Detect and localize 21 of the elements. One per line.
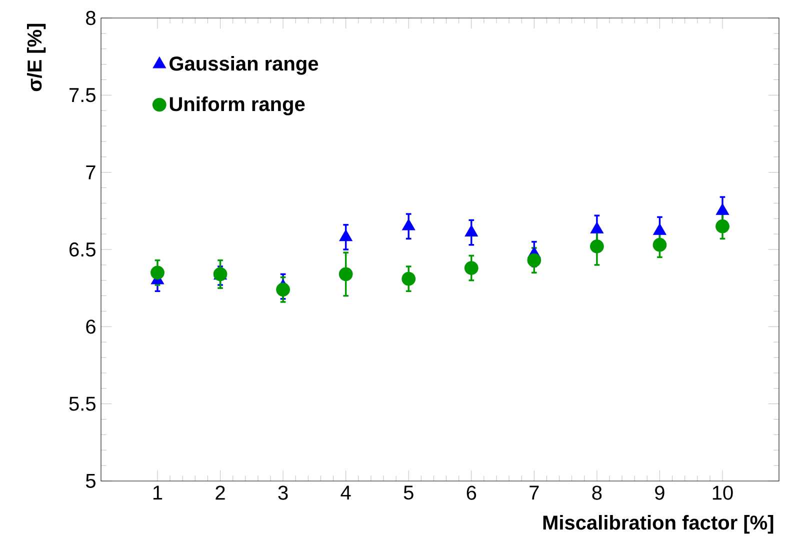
y-tick-label: 5.5 [69, 396, 96, 411]
x-tick-label: 8 [592, 486, 602, 500]
x-tick-label: 9 [655, 486, 664, 500]
legend-label: Uniform range [170, 96, 305, 116]
y-tick-label: 6.5 [70, 242, 96, 257]
x-axis-title: Miscalibration factor [%] [543, 515, 774, 534]
x-tick-label: 2 [216, 486, 225, 500]
x-tick-label: 3 [278, 486, 288, 500]
y-tick-label: 6 [86, 320, 96, 334]
y-axis-title: σ/E [%] [26, 24, 46, 92]
x-tick-label: 5 [404, 486, 414, 500]
y-tick-label: 7 [86, 165, 96, 180]
x-tick-label: 10 [712, 486, 733, 500]
legend-label: Gaussian range [170, 56, 318, 75]
x-tick-label: 4 [340, 486, 351, 500]
y-tick-label: 7.5 [70, 88, 96, 102]
x-tick-label: 7 [530, 486, 539, 500]
x-tick-label: 1 [153, 486, 162, 500]
y-tick-label: 5 [86, 474, 96, 488]
y-tick-label: 8 [86, 10, 96, 26]
x-tick-label: 6 [466, 486, 476, 500]
